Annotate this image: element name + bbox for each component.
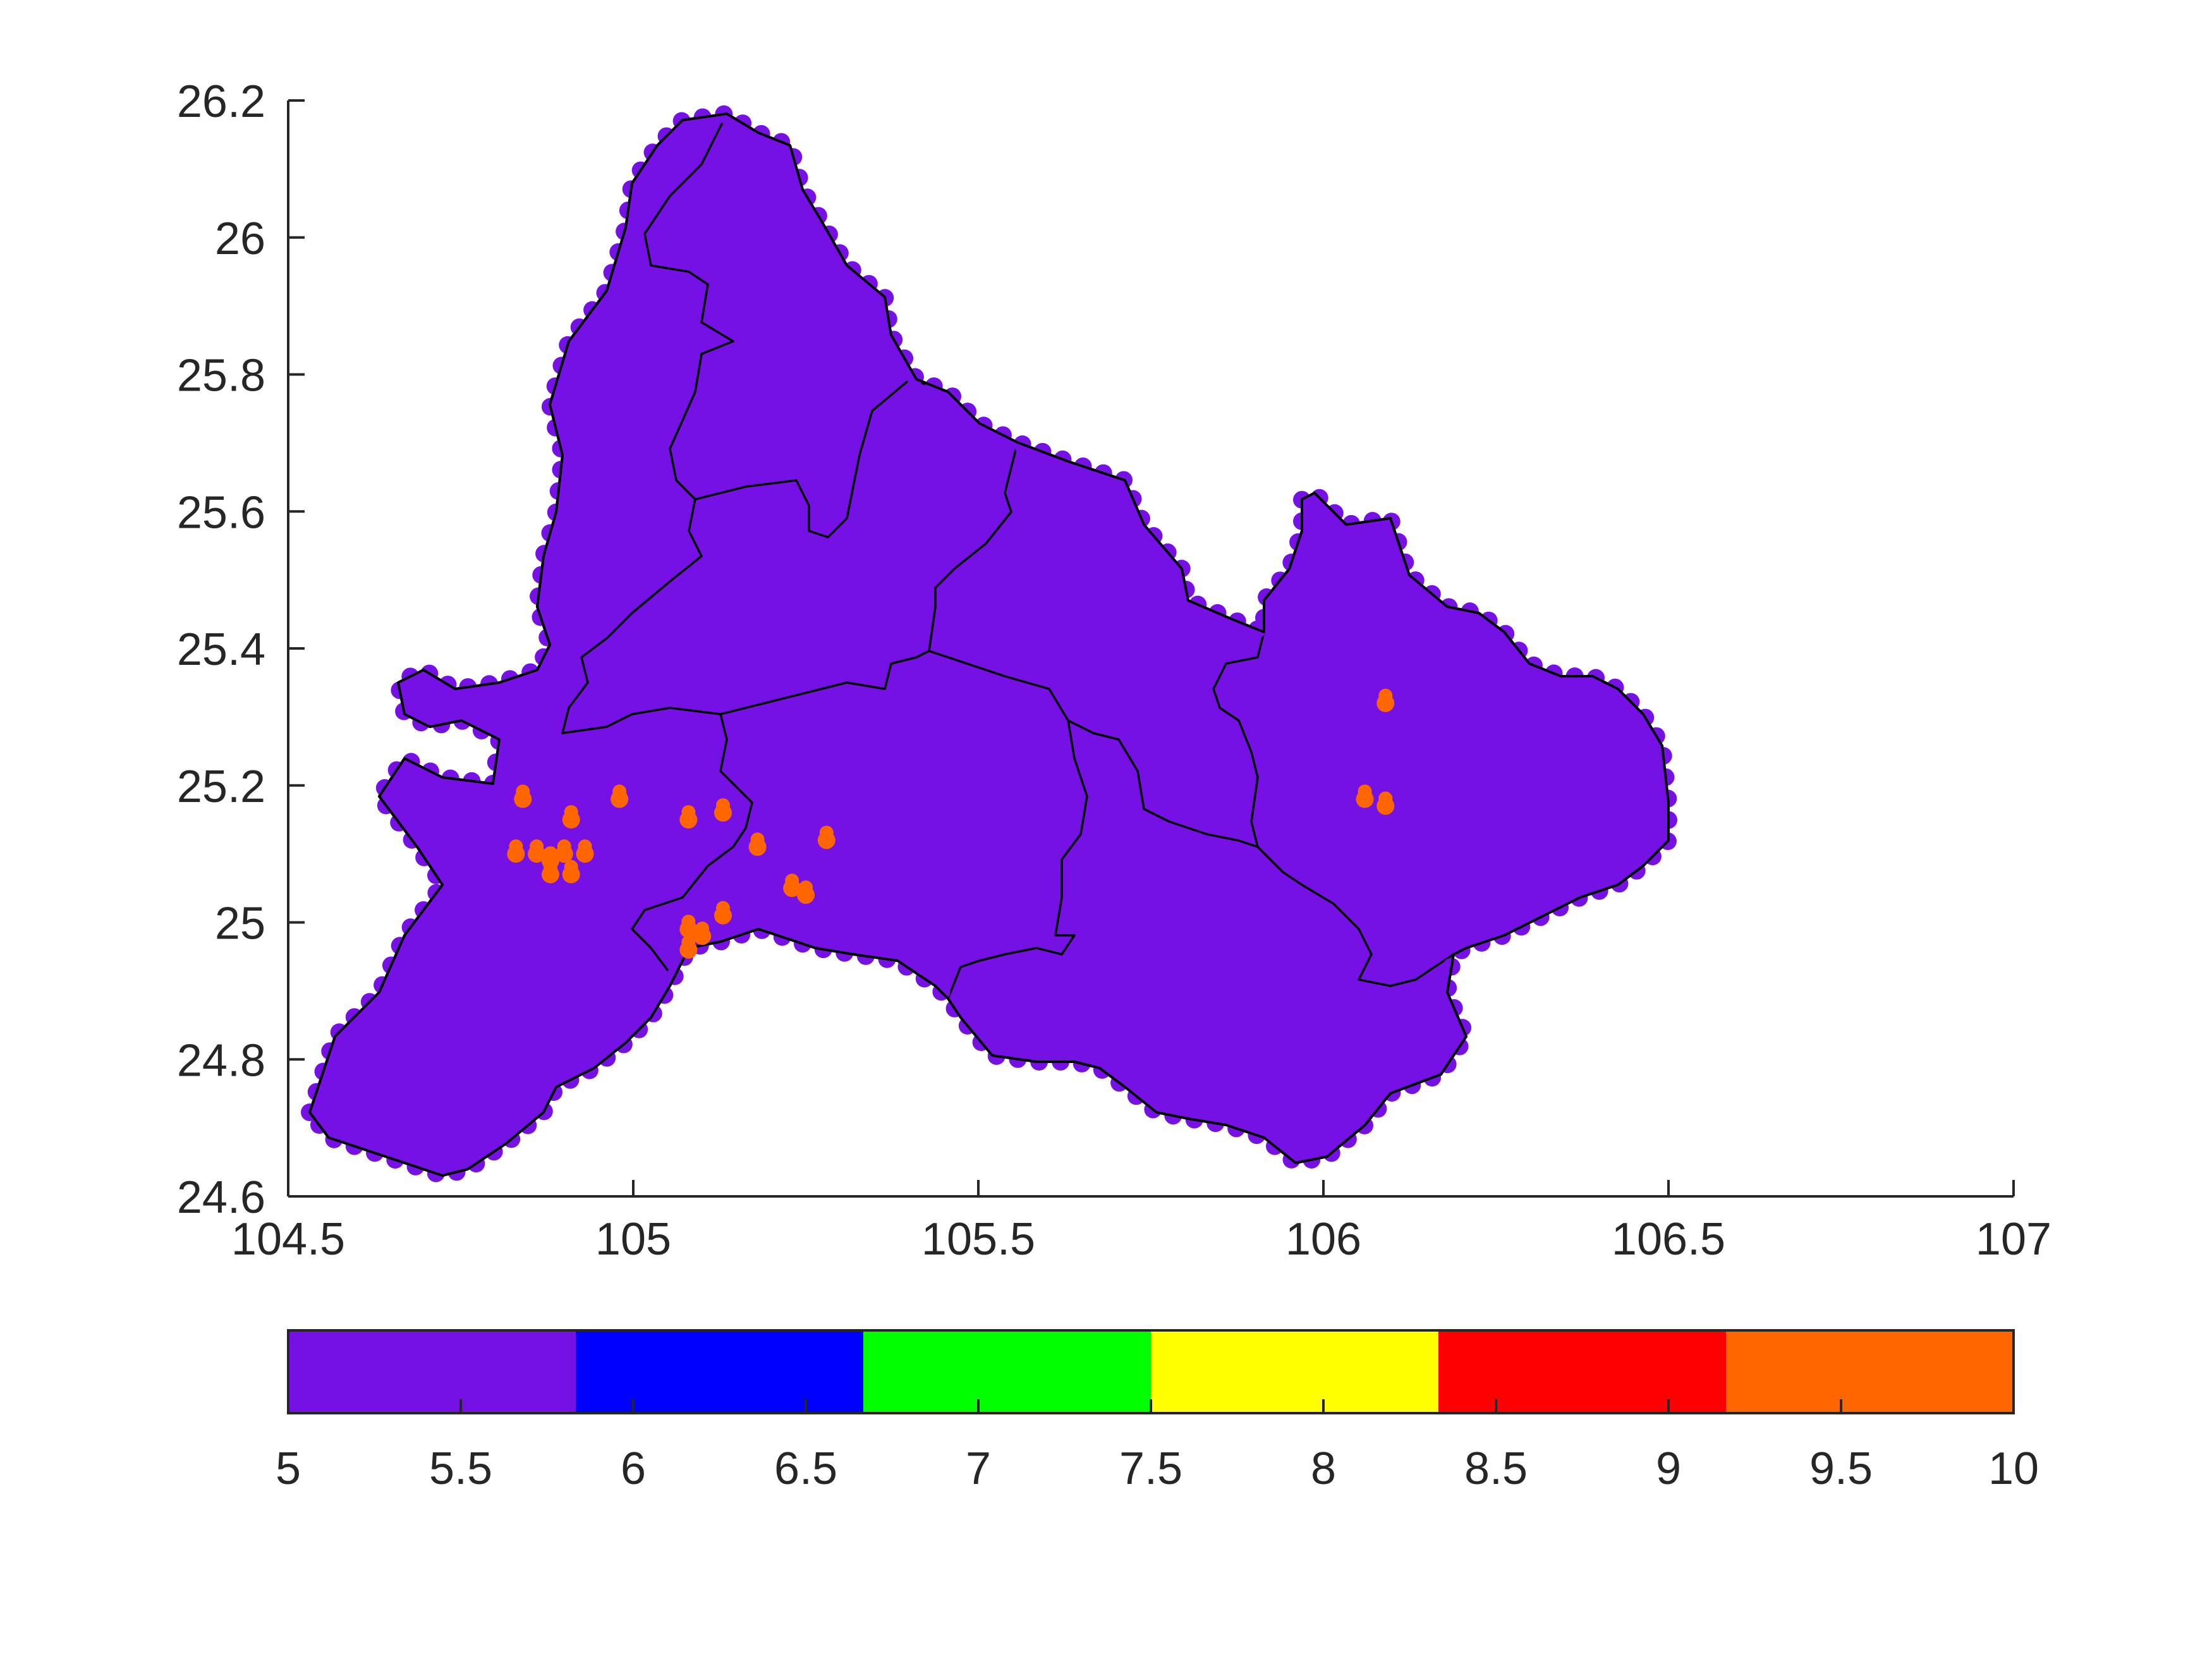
data-point-cap [564, 860, 578, 874]
colorbar: 5 5.5 6 6.5 7 7.5 8 8.5 9 9.5 10 [276, 1329, 2039, 1494]
boundary-line [631, 714, 753, 975]
colorbar-tick-label: 8.5 [1464, 1443, 1528, 1494]
colorbar-band [1438, 1330, 1727, 1413]
colorbar-tick-label: 7 [966, 1443, 991, 1494]
colorbar-band [1151, 1330, 1438, 1413]
data-point-cap [799, 880, 813, 895]
boundary-line [928, 442, 1258, 848]
data-point-cap [516, 784, 530, 799]
x-tick-label: 106 [1285, 1214, 1361, 1265]
data-point-cap [681, 805, 696, 819]
x-axis-ticks: 104.5 105 105.5 106 106.5 107 [231, 1180, 2051, 1265]
colorbar-tick-label: 8 [1311, 1443, 1336, 1494]
x-tick-label: 107 [1976, 1214, 2051, 1265]
district-boundaries [561, 113, 1454, 999]
data-point-cap [557, 839, 571, 854]
colorbar-band [575, 1330, 864, 1413]
boundary-line [947, 720, 1088, 999]
boundary-line [643, 113, 734, 501]
colorbar-ticks: 5 5.5 6 6.5 7 7.5 8 8.5 9 9.5 10 [276, 1399, 2039, 1494]
colorbar-tick-label: 5 [276, 1443, 301, 1494]
colorbar-band [1726, 1330, 2014, 1413]
data-point-cap [543, 846, 557, 860]
data-point-cap [1358, 784, 1372, 799]
data-point-cap [681, 935, 696, 949]
x-tick-label: 105 [595, 1214, 671, 1265]
data-point-cap [695, 921, 710, 936]
colorbar-tick-label: 9.5 [1809, 1443, 1873, 1494]
y-tick-label: 25.2 [177, 762, 265, 812]
data-point-cap [1378, 791, 1393, 806]
colorbar-bands [288, 1330, 2014, 1413]
y-tick-label: 24.6 [177, 1172, 265, 1223]
colorbar-tick-label: 6.5 [774, 1443, 837, 1494]
boundary-line [1212, 631, 1265, 848]
data-point-cap [681, 915, 696, 929]
basin-outline [308, 112, 1670, 1177]
data-point-cap [715, 901, 730, 915]
data-point-cap [530, 839, 544, 854]
y-tick-label: 26 [215, 214, 265, 264]
data-point-cap [543, 860, 557, 874]
boundary-line [561, 499, 930, 734]
colorbar-tick-label: 6 [621, 1443, 646, 1494]
data-point-cap [612, 784, 627, 799]
boundary-line [695, 378, 949, 538]
data-point-cap [564, 805, 578, 819]
y-tick-label: 25.4 [177, 624, 265, 675]
x-tick-label: 105.5 [921, 1214, 1035, 1265]
y-tick-label: 24.8 [177, 1035, 265, 1086]
y-tick-label: 26.2 [177, 76, 265, 127]
map-region [308, 112, 1670, 1177]
y-tick-label: 25.8 [177, 351, 265, 401]
y-axis-ticks: 24.6 24.8 25 25.2 25.4 25.6 25.8 26 26.2 [177, 76, 305, 1223]
colorbar-tick-label: 9 [1656, 1443, 1681, 1494]
colorbar-band [288, 1330, 576, 1413]
data-point-cap [785, 873, 799, 888]
high-value-points [301, 105, 1677, 1182]
data-point-cap [578, 839, 592, 854]
y-tick-label: 25.6 [177, 487, 265, 538]
data-point-cap [715, 798, 730, 813]
data-point-cap [819, 825, 834, 840]
data-point-cap [1378, 688, 1393, 703]
basin-outline-stroke [308, 112, 1670, 1177]
colorbar-band [863, 1330, 1151, 1413]
colorbar-tick-label: 10 [1988, 1443, 2039, 1494]
colorbar-tick-label: 7.5 [1119, 1443, 1182, 1494]
colorbar-tick-label: 5.5 [429, 1443, 492, 1494]
x-tick-label: 106.5 [1612, 1214, 1725, 1265]
data-point-cap [750, 832, 765, 847]
data-point-cap [509, 839, 523, 854]
y-tick-label: 25 [215, 899, 265, 949]
x-tick-label: 104.5 [231, 1214, 345, 1265]
boundary-line [1256, 846, 1454, 987]
